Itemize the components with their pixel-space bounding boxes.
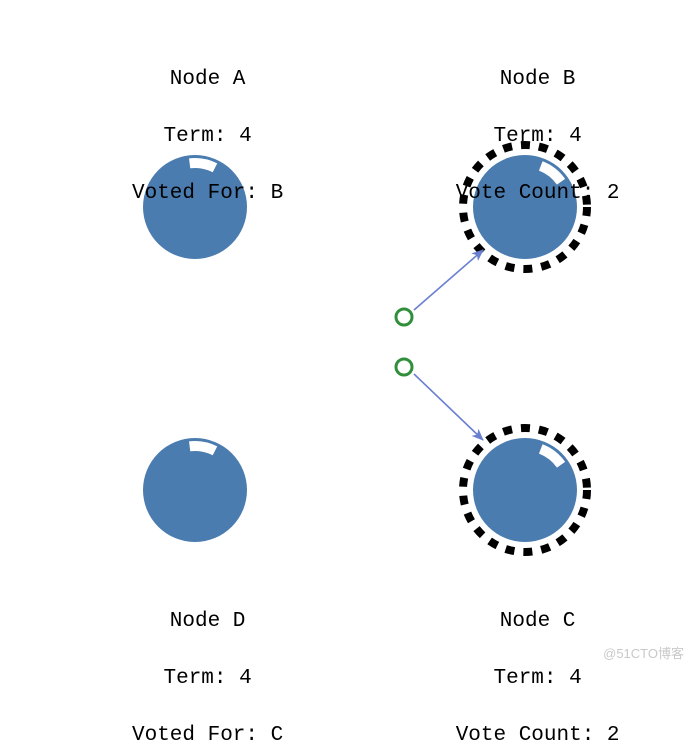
- node-b-term: Term: 4: [494, 125, 582, 148]
- node-b-vote: Vote Count: 2: [456, 182, 620, 205]
- node-c: [463, 428, 587, 552]
- node-a-name: Node A: [170, 68, 246, 91]
- node-b-label: Node B Term: 4 Vote Count: 2: [375, 38, 675, 208]
- node-a-label: Node A Term: 4 Voted For: B: [45, 38, 345, 208]
- node-d: [143, 438, 247, 542]
- message-dot-1: [396, 359, 412, 375]
- node-a-term: Term: 4: [164, 125, 252, 148]
- arrow-0: [414, 250, 483, 310]
- node-b-name: Node B: [500, 68, 576, 91]
- node-c-label: Node C Term: 4 Vote Count: 2: [375, 580, 675, 750]
- node-d-name: Node D: [170, 610, 246, 633]
- watermark: @51CTO博客: [603, 643, 684, 662]
- node-a-vote: Voted For: B: [132, 182, 283, 205]
- node-d-label: Node D Term: 4 Voted For: C: [45, 580, 345, 750]
- arrow-1: [414, 374, 483, 440]
- node-c-name: Node C: [500, 610, 576, 633]
- node-d-vote: Voted For: C: [132, 724, 283, 747]
- node-c-term: Term: 4: [494, 667, 582, 690]
- node-c-vote: Vote Count: 2: [456, 724, 620, 747]
- node-d-term: Term: 4: [164, 667, 252, 690]
- message-dot-0: [396, 309, 412, 325]
